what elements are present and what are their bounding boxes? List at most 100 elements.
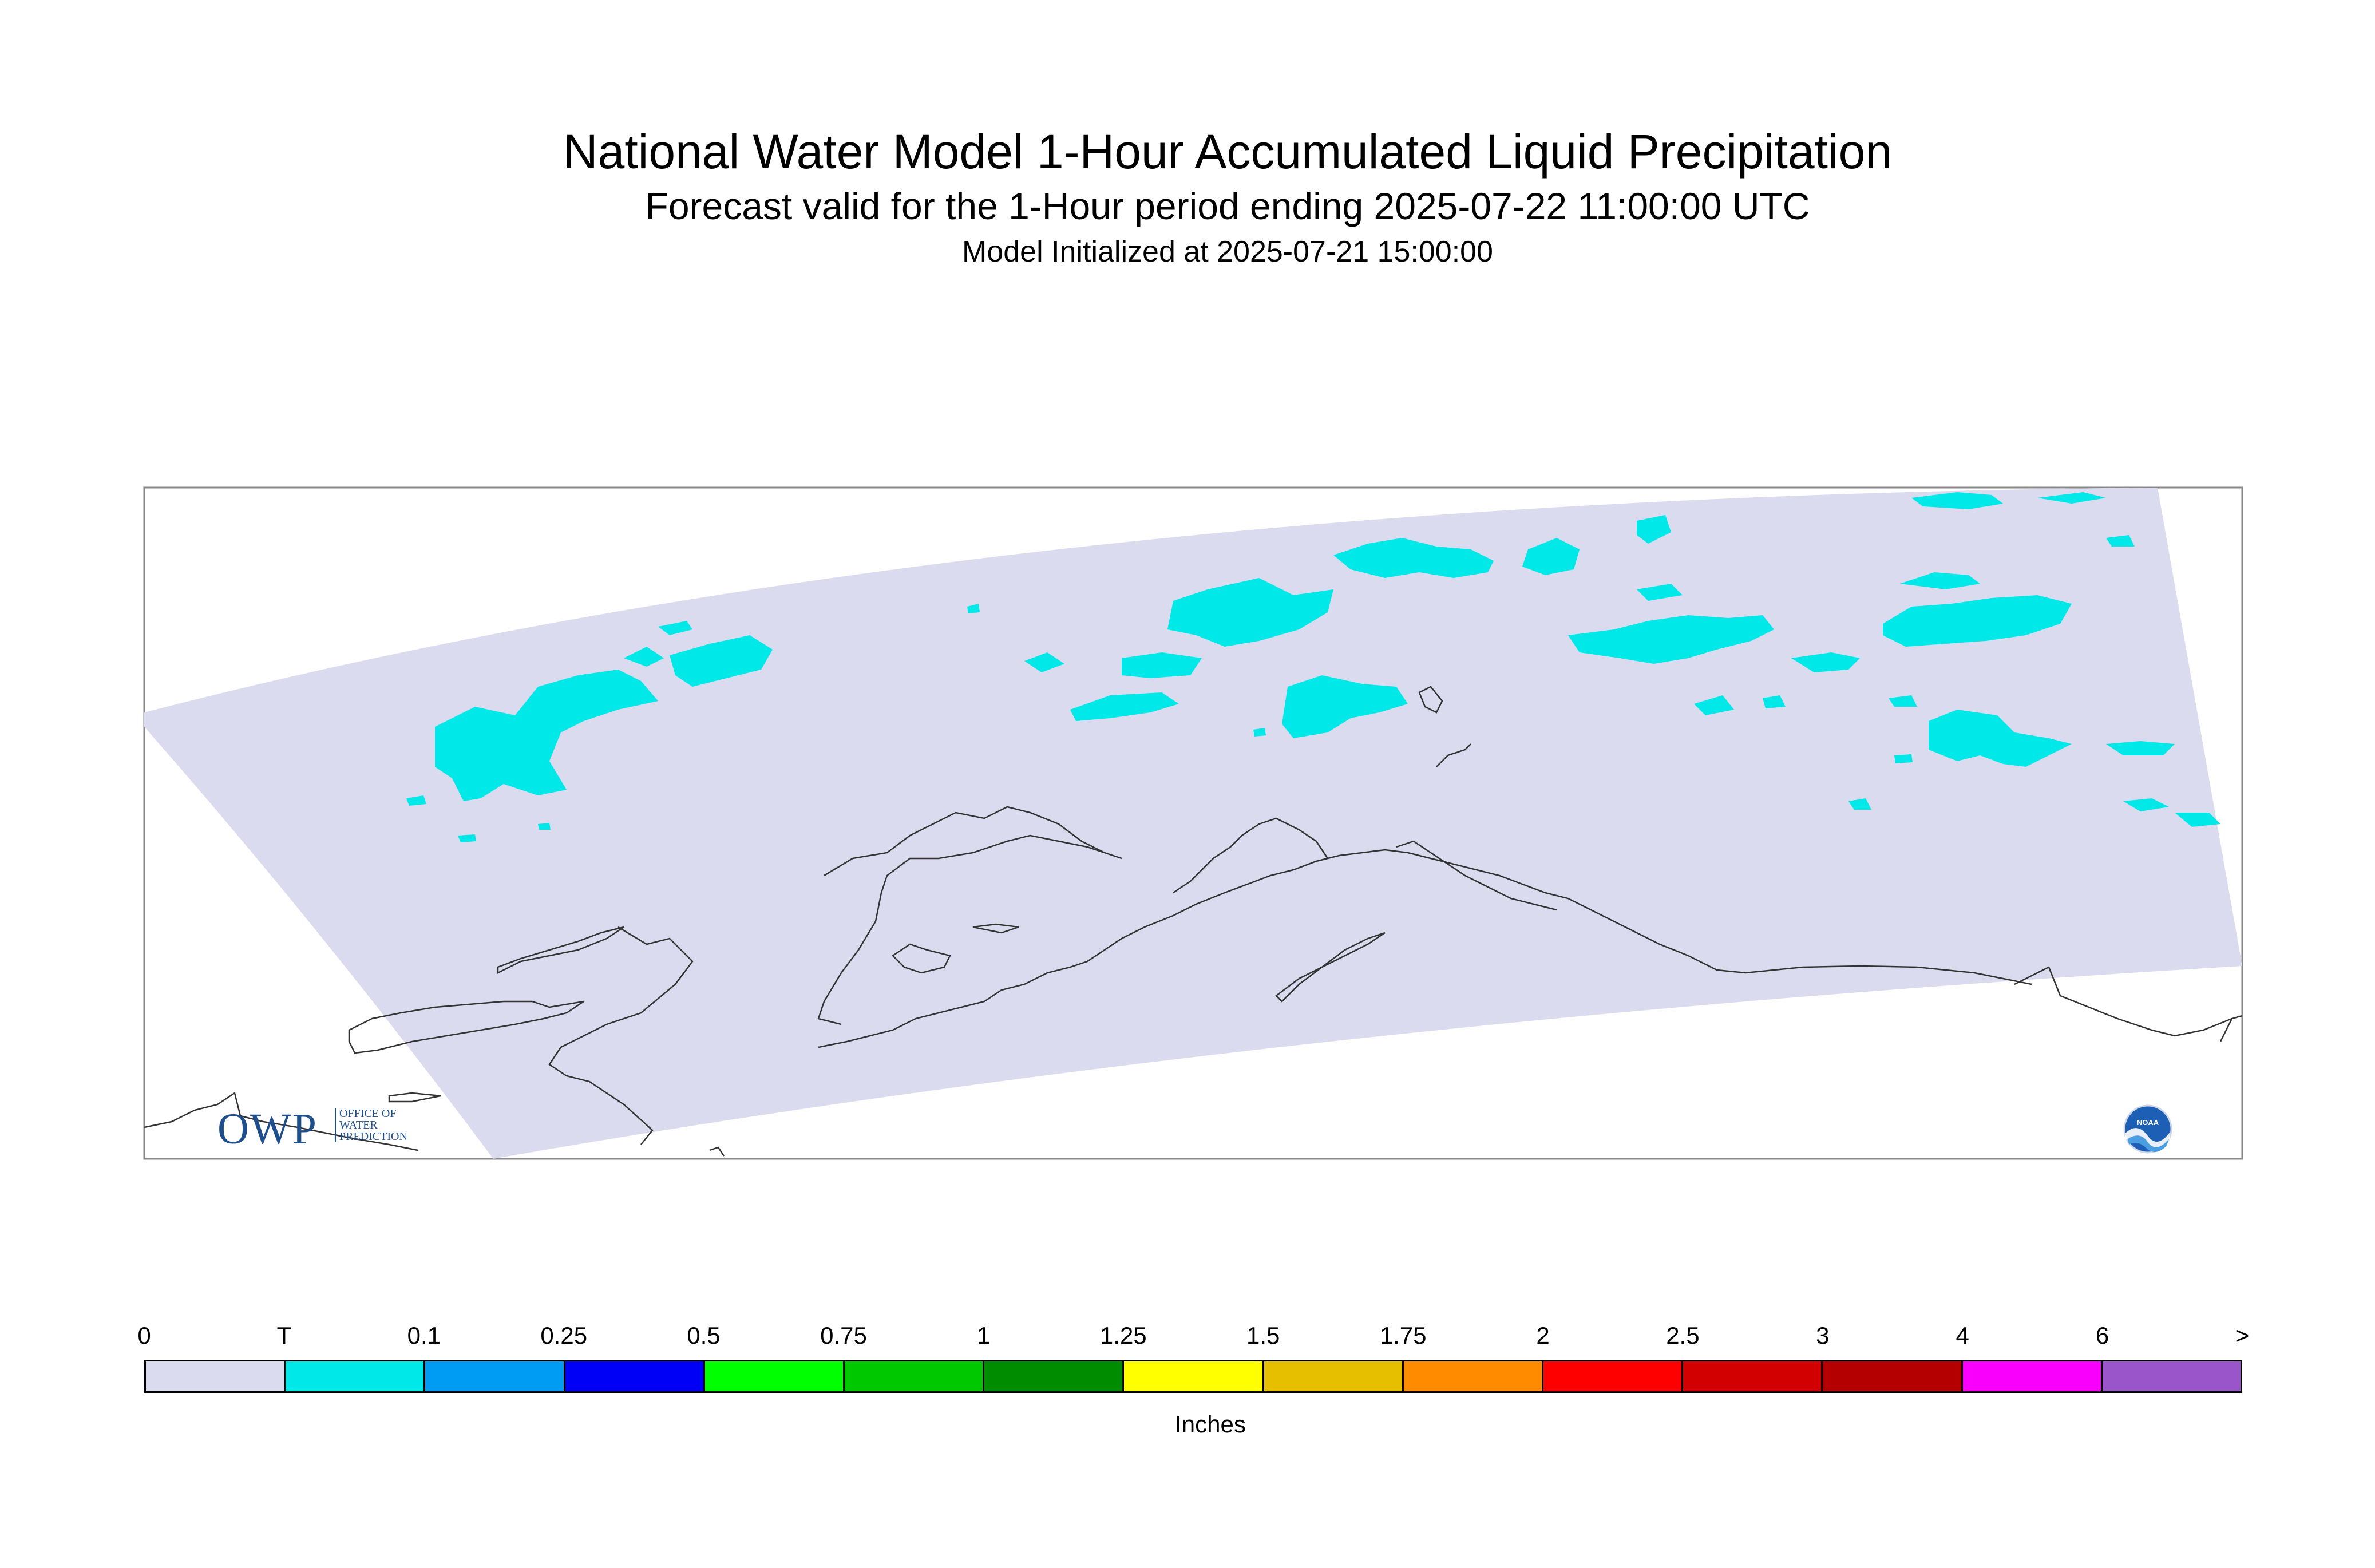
- legend-swatch: [1962, 1361, 2103, 1391]
- precip-cell: [2123, 798, 2169, 811]
- coastlines: [144, 686, 2243, 1157]
- legend-tick-label: 3: [1816, 1322, 1830, 1349]
- legend-swatch: [1124, 1361, 1264, 1391]
- legend-tick-label: 1.25: [1099, 1322, 1147, 1349]
- legend-tick-label: T: [276, 1322, 292, 1349]
- precip-cell: [1167, 578, 1333, 647]
- legend-tick-label: 1: [976, 1322, 991, 1349]
- legend-swatch: [146, 1361, 286, 1391]
- legend-swatch: [845, 1361, 985, 1391]
- coastline-small: [709, 1146, 725, 1157]
- legend-tick-label: 2: [1536, 1322, 1550, 1349]
- legend-tick-label: 0: [137, 1322, 151, 1349]
- precip-cell: [2037, 492, 2106, 504]
- precip-cell: [658, 621, 692, 635]
- precip-cell: [1122, 652, 1202, 678]
- legend-tick-label: 4: [1956, 1322, 1969, 1349]
- precip-cell: [624, 647, 664, 667]
- coastline-north-line: [1436, 743, 1471, 767]
- precip-cell: [967, 604, 980, 613]
- legend-ticks: 0 T 0.1 0.25 0.5 0.75 1 1.25 1.5 1.75 2 2.5 3 4 6 >: [0, 1316, 2375, 1356]
- legend-swatch: [1264, 1361, 1404, 1391]
- legend-swatch: [286, 1361, 426, 1391]
- legend-tick-label: 1.75: [1379, 1322, 1427, 1349]
- precip-cell: [538, 823, 551, 830]
- precip-areas: [406, 492, 2220, 842]
- coastline-east-inlet: [2219, 1018, 2233, 1042]
- precip-cell: [1763, 695, 1786, 708]
- precip-cell: [1848, 798, 1871, 810]
- legend-swatch: [1683, 1361, 1823, 1391]
- coastline-mainland: [548, 926, 694, 1145]
- legend-swatch: [984, 1361, 1125, 1391]
- noaa-logo: NOAA: [2123, 1104, 2172, 1154]
- coastline-north-lake: [1418, 686, 1443, 714]
- owp-logo: OWP OFFICE OF WATER PREDICTION: [217, 1104, 407, 1154]
- precip-cell: [1929, 710, 2072, 767]
- precip-cell: [1694, 695, 1734, 715]
- legend-tick-label: 0.5: [687, 1322, 721, 1349]
- precip-cell: [1637, 515, 1671, 544]
- map-frame: [143, 486, 2243, 1160]
- precip-cell: [1894, 754, 1913, 763]
- legend-tick-label: >: [2235, 1322, 2250, 1349]
- map-title: National Water Model 1-Hour Accumulated …: [563, 125, 1893, 179]
- legend-swatch: [704, 1361, 845, 1391]
- legend-tick-label: 0.1: [407, 1322, 441, 1349]
- precip-cell: [670, 635, 773, 687]
- coastline-bristol-bay: [817, 806, 1122, 1025]
- precip-cell: [1568, 615, 1774, 664]
- owp-sub-line-3: PREDICTION: [339, 1130, 407, 1143]
- coastline-island: [892, 943, 951, 974]
- precip-cell: [406, 795, 426, 806]
- legend-swatch: [565, 1361, 705, 1391]
- coastline-lake: [972, 923, 1019, 934]
- coastline-east: [2014, 966, 2243, 1037]
- legend-units: Inches: [1175, 1411, 1246, 1438]
- legend-tick-label: 2.5: [1666, 1322, 1700, 1349]
- owp-logo-subtext: OFFICE OF WATER PREDICTION: [335, 1108, 407, 1142]
- noaa-logo-text: NOAA: [2137, 1118, 2159, 1127]
- title-block: National Water Model 1-Hour Accumulated …: [0, 123, 2375, 272]
- legend-colorbar: [144, 1360, 2242, 1393]
- precip-cell: [1333, 538, 1494, 578]
- precip-cell: [2175, 813, 2220, 827]
- precip-cell: [1522, 538, 1580, 575]
- legend-tick-label: 0.25: [540, 1322, 588, 1349]
- legend-swatch: [425, 1361, 565, 1391]
- coastline-nunivak: [497, 926, 624, 975]
- coastline-siberia: [144, 1091, 418, 1151]
- precip-cell: [1253, 728, 1266, 737]
- model-domain: [144, 488, 2242, 1159]
- legend-tick-label: 6: [2095, 1322, 2109, 1349]
- legend-swatch: [1543, 1361, 1684, 1391]
- precip-cell: [435, 670, 658, 801]
- coastline-alaska-peninsula: [818, 849, 2032, 1048]
- precip-cell: [1024, 652, 1064, 672]
- legend-tick-label: 0.75: [820, 1322, 867, 1349]
- init-time: Model Initialized at 2025-07-21 15:00:00: [962, 235, 1493, 268]
- coastline-kenai: [1173, 817, 1329, 894]
- precip-cell: [1900, 572, 1980, 589]
- coastline-small-island: [388, 1092, 441, 1103]
- precip-cell: [1889, 695, 1917, 707]
- precip-cell: [1282, 675, 1408, 738]
- coastline-st-lawrence: [348, 1000, 584, 1054]
- legend-swatch: [2102, 1361, 2241, 1391]
- precip-cell: [1911, 492, 2003, 509]
- legend-swatch: [1403, 1361, 1544, 1391]
- legend-tick-label: 1.5: [1246, 1322, 1280, 1349]
- owp-logo-text: OWP: [217, 1105, 318, 1153]
- legend-swatch: [1823, 1361, 1963, 1391]
- owp-sub-line-1: OFFICE OF: [339, 1107, 397, 1120]
- precip-cell: [2106, 741, 2175, 755]
- coastline-prince-william-sound: [1396, 840, 1557, 911]
- precip-cell: [1637, 584, 1683, 601]
- precip-cell: [458, 834, 476, 842]
- precip-cell: [1070, 692, 1179, 721]
- owp-sub-line-2: WATER: [339, 1119, 378, 1131]
- coastline-kodiak: [1275, 932, 1386, 1003]
- precip-cell: [2106, 535, 2135, 547]
- map-subtitle: Forecast valid for the 1-Hour period end…: [645, 185, 1810, 227]
